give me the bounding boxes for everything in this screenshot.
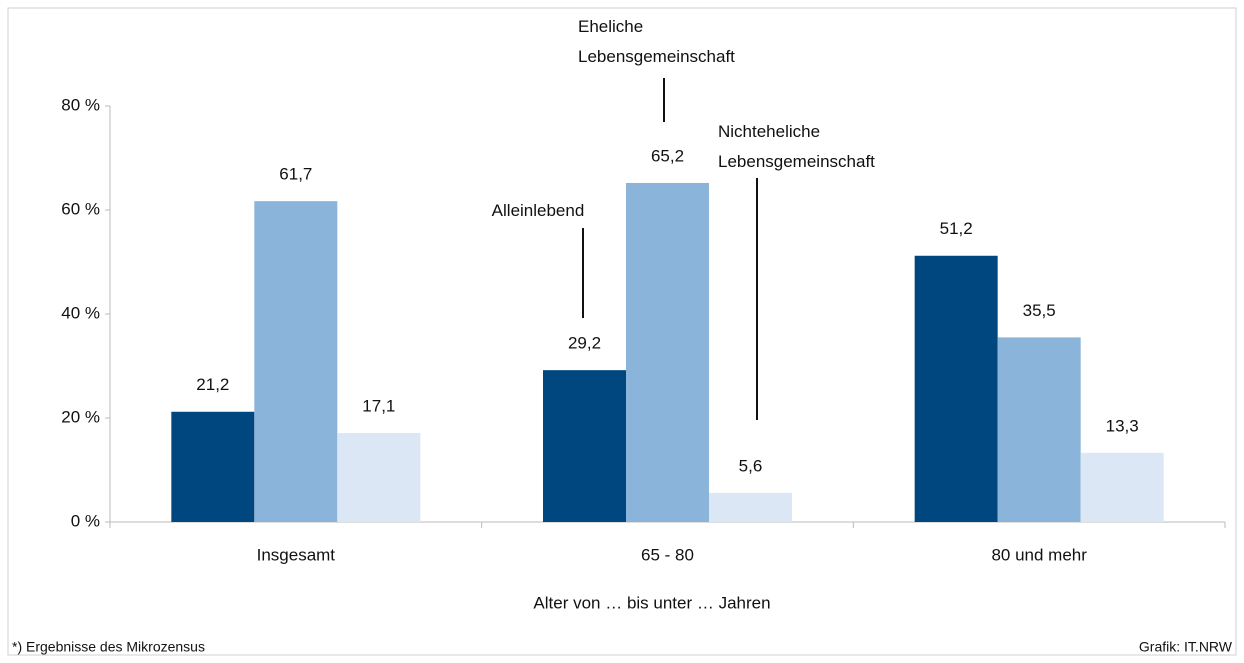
series-label: Nichteheliche Lebensgemeinschaft xyxy=(718,122,875,171)
bar xyxy=(254,201,338,522)
x-axis-label: Alter von … bis unter … Jahren xyxy=(533,593,770,612)
data-label: 29,2 xyxy=(568,334,601,353)
data-label: 13,3 xyxy=(1106,416,1139,435)
bar xyxy=(709,492,792,522)
y-tick-label: 40 % xyxy=(61,303,100,322)
y-tick-label: 0 % xyxy=(71,511,100,530)
data-label: 65,2 xyxy=(651,146,684,165)
bar xyxy=(171,411,255,522)
source: Grafik: IT.NRW xyxy=(1139,639,1233,655)
y-tick-label: 60 % xyxy=(61,199,100,218)
series-label: Eheliche Lebensgemeinschaft xyxy=(578,17,735,66)
chart-frame xyxy=(7,7,1237,656)
data-label: 61,7 xyxy=(279,165,312,184)
data-label: 21,2 xyxy=(196,375,229,394)
x-tick-label: Insgesamt xyxy=(257,545,336,564)
bar xyxy=(914,255,998,522)
data-label: 17,1 xyxy=(362,397,395,416)
bar xyxy=(997,337,1081,522)
data-label: 51,2 xyxy=(940,219,973,238)
x-tick-label: 65 - 80 xyxy=(641,545,694,564)
bar xyxy=(626,182,709,522)
footnote: *) Ergebnisse des Mikrozensus xyxy=(12,639,205,655)
bar xyxy=(337,433,421,522)
data-label: 35,5 xyxy=(1023,301,1056,320)
y-tick-label: 80 % xyxy=(61,95,100,114)
y-tick-label: 20 % xyxy=(61,407,100,426)
data-label: 5,6 xyxy=(739,456,763,475)
bar xyxy=(543,370,626,522)
x-tick-label: 80 und mehr xyxy=(991,545,1087,564)
bar xyxy=(1080,452,1164,522)
series-label: Alleinlebend xyxy=(492,201,585,220)
